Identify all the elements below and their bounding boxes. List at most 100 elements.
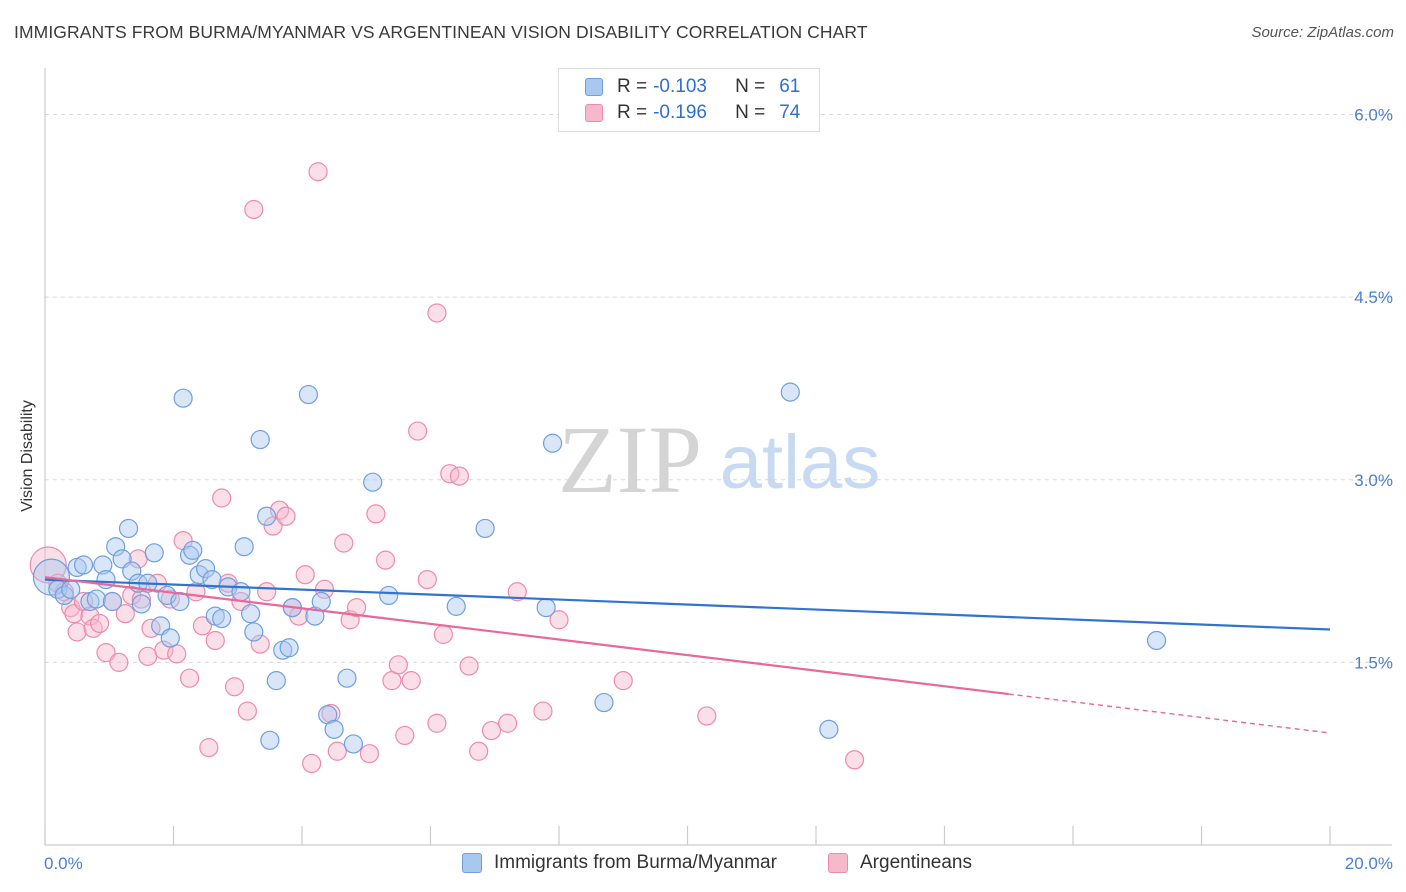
x-tick-label: 0.0% [44,854,83,873]
data-point [334,533,354,553]
bottom-legend-argentineans: Argentineans [828,852,972,874]
y-tick-label: 3.0% [1354,471,1393,490]
data-point [363,472,383,492]
data-point [337,668,357,688]
data-point [533,701,553,721]
data-point [481,720,502,741]
y-axis-label: Vision Disability [19,400,36,512]
data-point [395,725,415,746]
data-point [67,622,87,642]
x-tick-labels: 0.0% 20.0% [44,854,1393,873]
y-tick-label: 6.0% [1354,106,1393,125]
legend-swatch-pink [585,104,603,122]
y-tick-label: 4.5% [1354,288,1393,307]
data-point [160,628,180,648]
data-point [231,582,251,602]
grid-lines [45,114,1392,663]
data-point [115,604,135,624]
data-point [408,421,428,441]
data-point [427,303,447,323]
data-point [388,655,408,675]
legend-n-value: 74 [779,102,801,123]
data-point [118,518,139,539]
data-point [542,433,563,453]
data-point [257,506,277,526]
data-point [375,550,396,570]
data-point [86,589,107,609]
data-point [324,719,344,739]
bottom-legend: Immigrants from Burma/Myanmar Argentinea… [0,852,1406,878]
x-tick-label: 20.0% [1345,854,1393,873]
legend-n-label: N = [735,102,766,123]
data-point [212,608,232,629]
data-point [498,713,518,733]
legend-r-label: R = [617,76,648,97]
data-point [308,162,328,182]
watermark-atlas: atlas [720,420,881,505]
y-tick-label: 1.5% [1354,653,1393,672]
data-point [417,569,437,590]
data-point [347,597,367,618]
data-point [202,569,222,590]
data-point [106,537,126,557]
data-point [102,591,123,612]
data-point [250,634,270,654]
legend-n-label: N = [735,76,766,97]
data-point [192,616,213,636]
series-argentineans [29,162,865,774]
data-point [179,668,200,688]
legend-r-label: R = [617,102,648,123]
data-point [507,582,527,602]
data-point [173,388,193,408]
bottom-legend-burma: Immigrants from Burma/Myanmar [462,852,777,874]
data-point [250,429,270,450]
bottom-legend-label: Immigrants from Burma/Myanmar [494,852,777,873]
data-point [459,656,479,676]
data-point [234,537,254,557]
data-point [154,640,174,660]
data-point [359,744,380,764]
legend-r-value: -0.196 [653,102,707,123]
data-point [780,382,800,402]
data-point [61,579,81,599]
data-point [279,638,299,658]
data-point [844,750,865,770]
legend-row-argentineans: R = -0.196 N = 74 [585,101,800,125]
data-point [266,671,286,691]
data-point [244,622,264,642]
data-point [327,741,347,761]
data-point [96,643,116,663]
chart-title: IMMIGRANTS FROM BURMA/MYANMAR VS ARGENTI… [14,22,868,42]
data-point [144,543,164,563]
data-point [131,594,151,614]
bottom-legend-swatch-pink [828,853,848,873]
data-point [205,630,225,651]
data-point [199,738,219,758]
data-point [212,488,232,508]
series-burma [32,382,1167,754]
bottom-legend-swatch-blue [462,853,482,873]
data-point [73,555,94,575]
watermark-zip: ZIP [558,406,702,513]
y-tick-labels: 1.5% 3.0% 4.5% 6.0% [1354,106,1393,673]
data-point [343,734,363,754]
data-point [241,604,261,624]
data-point [446,596,466,616]
data-point [594,692,614,713]
axes [44,68,1392,846]
data-point [260,730,280,750]
data-point [237,701,257,721]
data-point [244,199,264,220]
source-label: Source: ZipAtlas.com [1251,24,1394,41]
data-point [549,610,569,630]
data-point [224,677,245,697]
data-point [321,703,341,724]
watermark: ZIP atlas [558,406,880,513]
data-point [122,561,142,581]
data-point [819,719,839,739]
bottom-legend-label: Argentineans [860,852,972,873]
legend-r-value: -0.103 [653,76,707,97]
legend-row-burma: R = -0.103 N = 61 [585,75,800,99]
data-point [80,606,100,626]
